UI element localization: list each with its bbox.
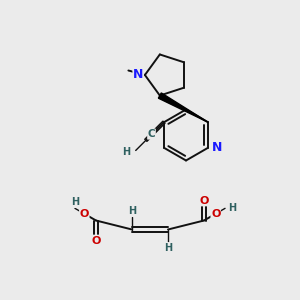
Text: O: O [199,196,209,206]
Text: N: N [212,141,222,154]
Text: H: H [164,242,172,253]
Text: O: O [80,209,89,219]
Text: O: O [91,236,101,245]
Text: H: H [71,197,79,208]
Text: H: H [228,203,236,213]
Text: C: C [148,129,155,139]
Text: H: H [128,206,136,217]
Text: O: O [211,209,220,219]
Text: H: H [122,147,130,157]
Polygon shape [158,93,208,122]
Text: N: N [133,68,143,81]
